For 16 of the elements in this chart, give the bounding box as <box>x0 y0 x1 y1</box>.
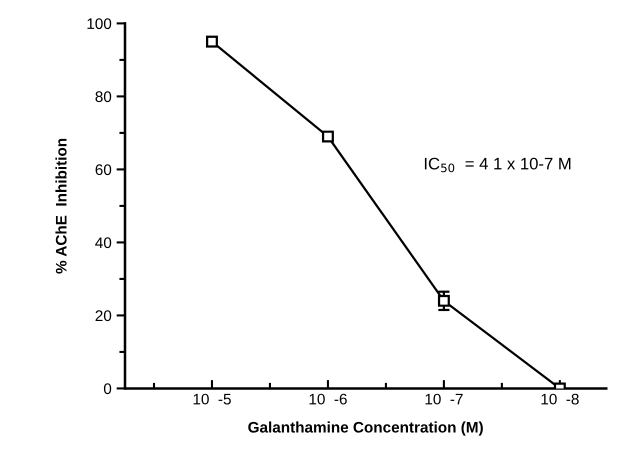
annotation: IC$_{50}$ = 4 1 x 10-7 M <box>424 158 570 172</box>
y-tick-label: 40 <box>95 237 112 248</box>
x-tick-label: 10 -8 <box>542 394 579 405</box>
x-axis-title: Galanthamine Concentration (M) <box>248 421 483 436</box>
point <box>438 294 450 307</box>
y-tick-label: 0 <box>104 383 112 394</box>
y-tick-label: 80 <box>95 91 112 102</box>
y-tick-label: 60 <box>96 164 112 176</box>
x-tick-label: 10 -7 <box>426 394 463 405</box>
y-tick-label: 100 <box>87 18 112 30</box>
point <box>322 130 334 143</box>
x-tick-label: 10 -6 <box>310 394 347 405</box>
point <box>206 36 218 48</box>
y-axis-title: % AChE Inhibition <box>55 138 67 274</box>
y-tick-label: 20 <box>96 310 112 322</box>
x-tick-label: 10 -5 <box>194 394 231 405</box>
